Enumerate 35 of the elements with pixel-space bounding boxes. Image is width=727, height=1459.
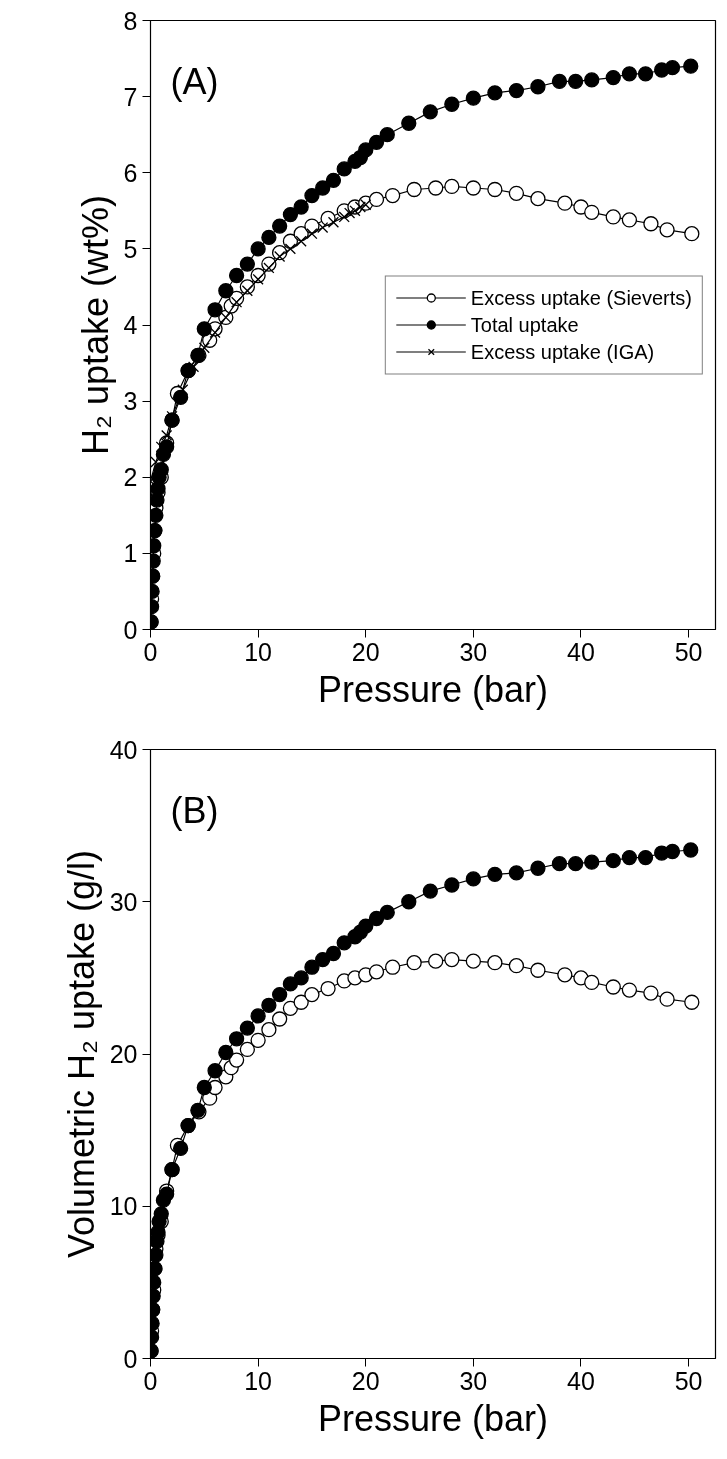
y-tick-label: 1	[123, 539, 138, 568]
legend-label: Excess uptake (Sieverts)	[470, 286, 692, 309]
legend-label: Excess uptake (IGA)	[470, 340, 655, 363]
annotation: (A)	[170, 60, 219, 102]
y-tick-label: 30	[109, 887, 138, 916]
y-tick-label: 0	[123, 1344, 138, 1373]
y-tick-label: 6	[123, 158, 138, 187]
x-tick-label: 0	[143, 637, 158, 666]
x-tick-label: 30	[459, 1366, 488, 1395]
x-tick-label: 10	[244, 637, 273, 666]
x-axis-title: Pressure (bar)	[317, 668, 549, 710]
legend-label: Total uptake	[470, 313, 579, 336]
x-axis-title: Pressure (bar)	[317, 1397, 549, 1439]
y-axis-title: H₂ uptake (wt%)	[74, 194, 116, 456]
y-tick-label: 3	[123, 387, 138, 416]
y-tick-label: 20	[109, 1040, 138, 1068]
y-tick-label: 5	[123, 234, 138, 263]
x-tick-label: 30	[459, 637, 488, 666]
x-tick-label: 20	[351, 1366, 380, 1395]
y-tick-label: 8	[123, 6, 138, 35]
x-tick-label: 20	[351, 637, 380, 666]
x-tick-label: 10	[244, 1366, 273, 1395]
y-tick-label: 4	[123, 311, 138, 339]
x-tick-label: 50	[674, 1366, 703, 1395]
x-tick-label: 40	[567, 1366, 595, 1395]
y-tick-label: 40	[109, 735, 138, 764]
y-axis-title: Volumetric H₂ uptake (g/l)	[60, 849, 102, 1259]
y-tick-label: 2	[123, 463, 138, 492]
x-tick-label: 50	[674, 637, 703, 666]
y-tick-label: 7	[123, 82, 138, 111]
x-tick-label: 0	[143, 1366, 158, 1395]
y-tick-label: 10	[109, 1192, 138, 1221]
y-tick-label: 0	[123, 615, 138, 644]
x-tick-label: 40	[567, 637, 595, 666]
annotation: (B)	[170, 789, 219, 831]
